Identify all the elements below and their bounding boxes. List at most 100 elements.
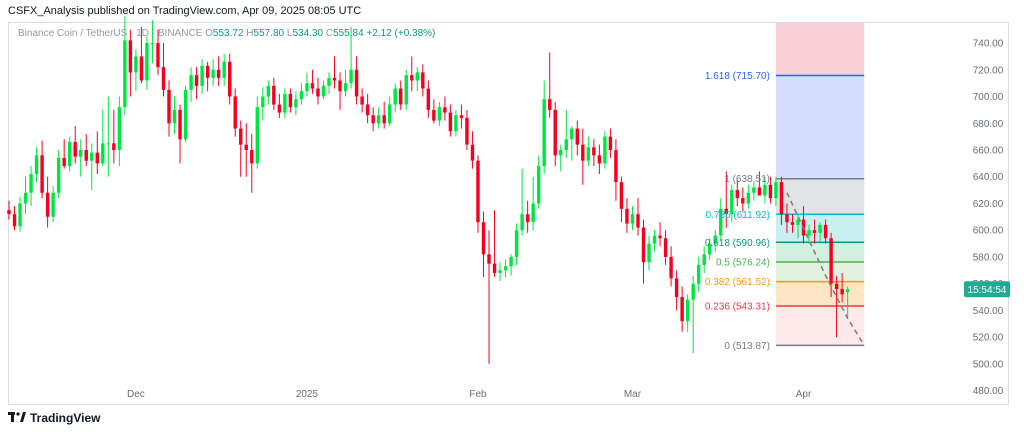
candle-body [62, 158, 66, 167]
price-tag-bg [964, 281, 1010, 298]
candle-body [294, 99, 298, 108]
candle [509, 254, 513, 276]
candle-body [636, 214, 640, 228]
candle [106, 96, 111, 177]
fib-band [775, 281, 865, 306]
fibonacci-labels: 1.618 (715.70) 1 (638.51) 0.786 (611.92) 0.… [705, 71, 770, 352]
candle [652, 230, 657, 252]
candle-body [134, 56, 138, 73]
candle-body [250, 150, 254, 164]
x-tick-label: 2025 [296, 389, 319, 400]
candle-body [586, 147, 591, 161]
candle-body [470, 144, 475, 161]
candle-body [641, 227, 646, 263]
candle-body [564, 139, 568, 150]
price-tag-text: 15:54:54 [968, 285, 1007, 296]
candle-body [167, 89, 171, 124]
candle-body [520, 214, 524, 231]
candle [101, 109, 105, 167]
y-tick-label: 480.00 [973, 386, 1004, 397]
candle-body [570, 128, 574, 140]
candle-body [349, 69, 353, 84]
candle [614, 139, 618, 201]
candle [647, 235, 651, 271]
candle-body [437, 107, 442, 121]
tradingview-brand[interactable]: TradingView [8, 411, 100, 425]
candle-body [277, 104, 282, 113]
candle [112, 109, 116, 164]
candle-body [321, 85, 326, 97]
candle [812, 219, 817, 244]
fib-level-label: 1 (638.51) [724, 174, 770, 185]
candle-body [812, 230, 817, 233]
candle-body [123, 40, 127, 108]
candle-body [145, 43, 149, 81]
candle-body [597, 155, 602, 164]
candle-body [790, 222, 795, 225]
candle-body [702, 254, 706, 265]
fib-band [775, 305, 865, 346]
candle-body [514, 230, 519, 257]
y-tick-label: 720.00 [973, 65, 1004, 76]
candle-body [288, 93, 293, 108]
candle [592, 139, 596, 167]
candle [277, 93, 282, 118]
candle-body [56, 158, 61, 193]
candle-body [840, 289, 844, 295]
candle [387, 96, 392, 126]
candle [194, 67, 199, 100]
candle [818, 222, 822, 241]
projection-line [786, 192, 865, 346]
candle [404, 69, 408, 110]
candle [730, 184, 734, 223]
candle-body [283, 93, 287, 113]
y-tick-label: 520.00 [973, 333, 1004, 344]
fib-level-label: 0 (513.87) [724, 341, 770, 352]
candle [465, 109, 469, 150]
candle [123, 16, 127, 116]
candle [316, 77, 320, 105]
candle [547, 52, 552, 118]
candle-body [376, 115, 381, 124]
candle [189, 67, 193, 102]
candle [514, 223, 519, 265]
candle-body [299, 91, 304, 100]
candle [476, 155, 480, 233]
candle [172, 96, 177, 134]
candle-body [327, 77, 331, 86]
y-tick-label: 660.00 [973, 146, 1004, 157]
candle-body [51, 192, 55, 217]
candle [823, 219, 828, 244]
candle-body [553, 109, 557, 156]
candle [790, 214, 795, 233]
candle [674, 270, 679, 311]
candle [145, 36, 149, 90]
candle [79, 139, 83, 177]
candle [272, 77, 276, 110]
fibonacci-bands [775, 23, 865, 346]
candle [719, 198, 723, 241]
candle [250, 133, 254, 193]
candle [564, 109, 568, 159]
candle [216, 56, 221, 86]
candle-body [674, 278, 679, 298]
symbol-name: Binance Coin / TetherUS · 1D · BINANCE [18, 28, 203, 39]
candle [360, 88, 364, 113]
candle [332, 56, 337, 89]
fib-level-label: 0.618 (590.96) [705, 238, 770, 249]
candle [205, 61, 210, 92]
candle [338, 72, 342, 110]
candle-body [492, 263, 497, 273]
candle-body [559, 150, 563, 156]
close-value: 555.84 [333, 28, 364, 39]
candle [658, 222, 662, 247]
candle [713, 230, 717, 252]
candle [150, 20, 155, 64]
candle [365, 93, 370, 124]
fib-level-label: 0.5 (576.24) [716, 257, 770, 268]
candle [343, 69, 348, 97]
candle [23, 176, 28, 215]
candle-body [371, 115, 375, 124]
x-tick-label: Feb [469, 389, 487, 400]
